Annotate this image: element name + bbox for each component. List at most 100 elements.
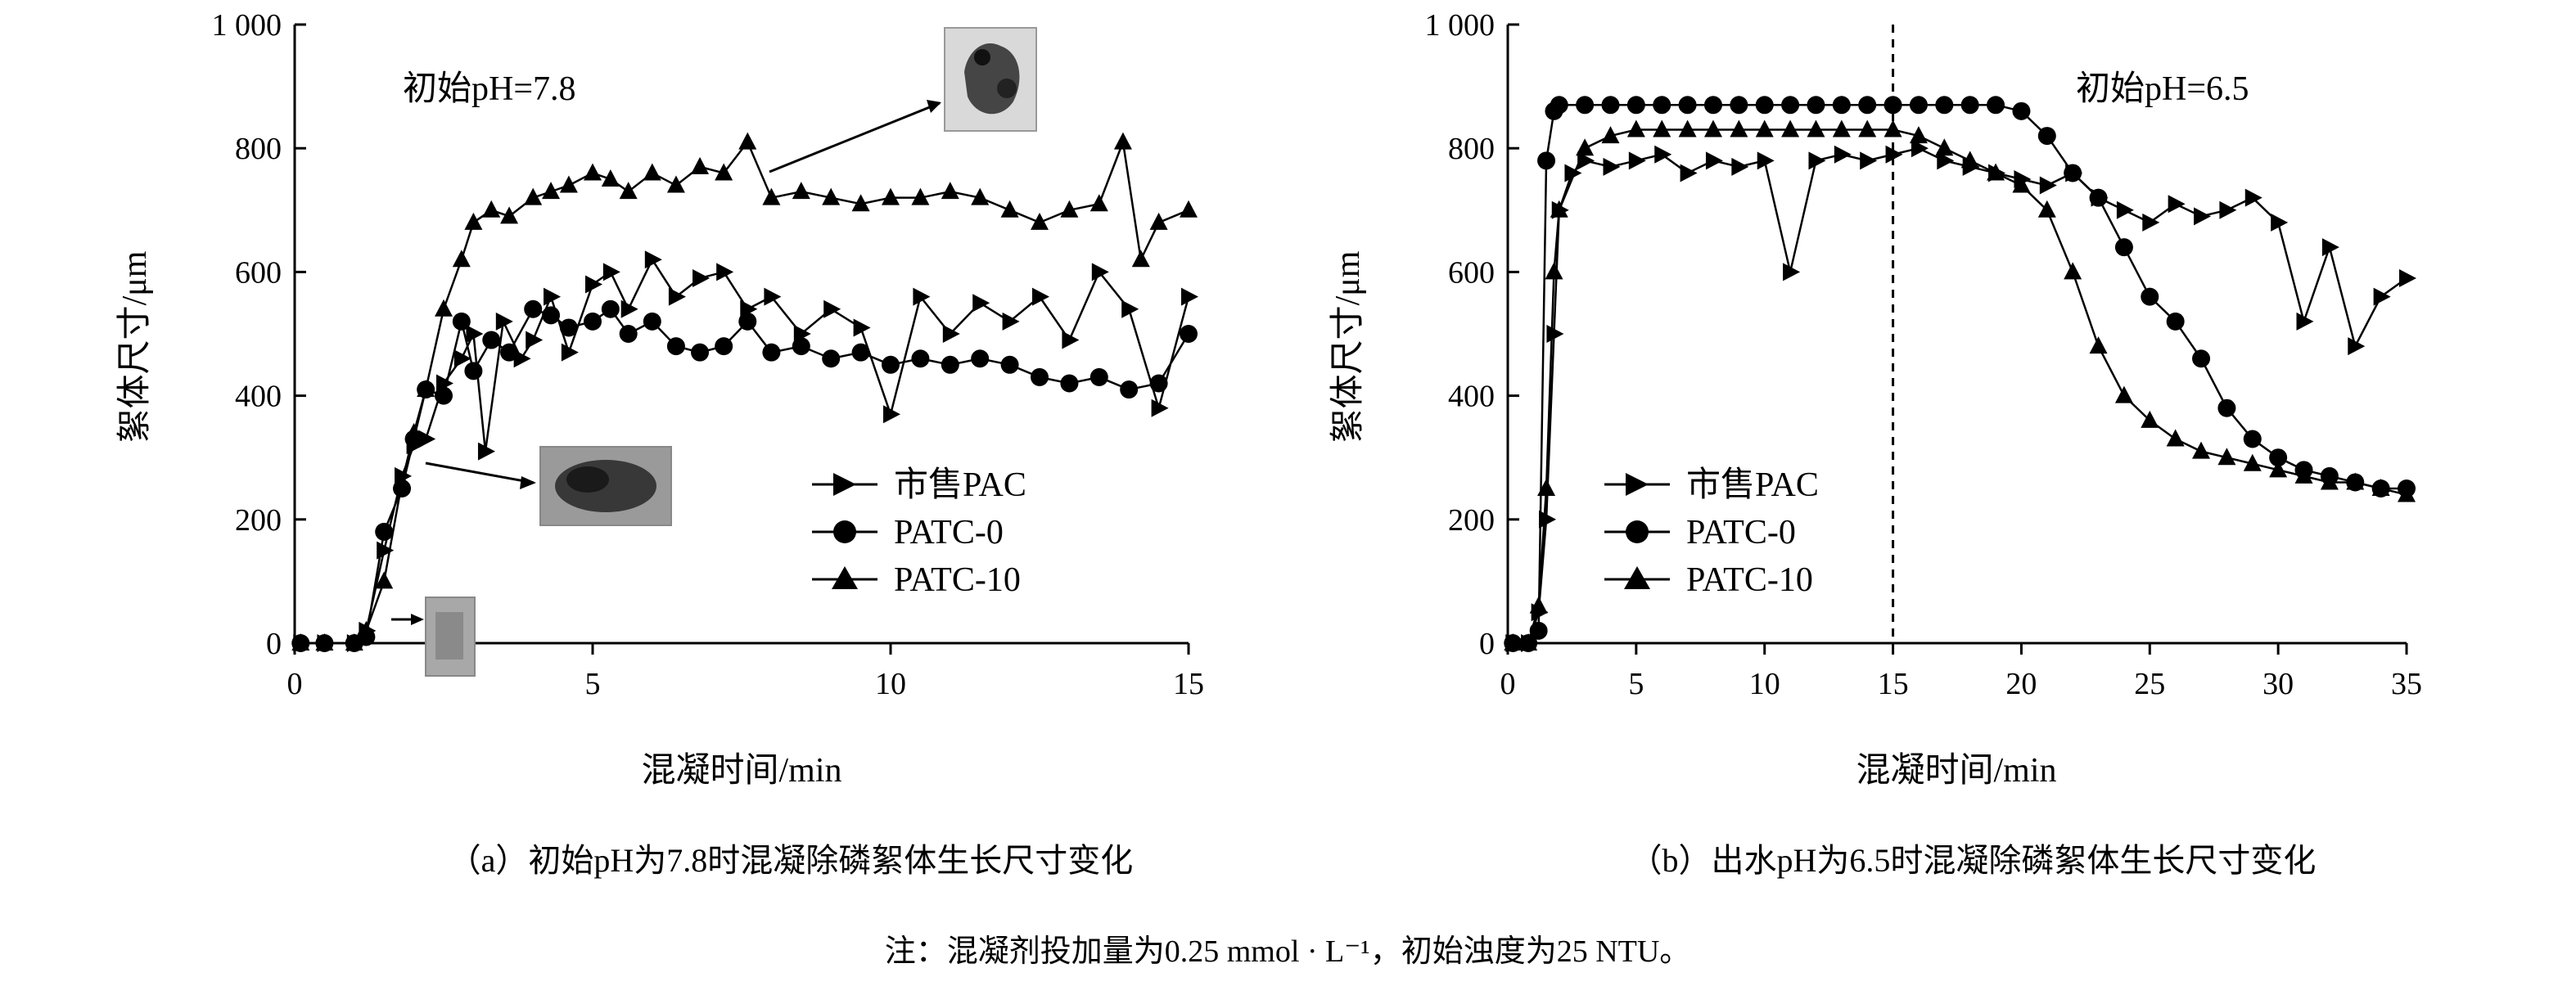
chart-a-point-patc0 bbox=[643, 312, 661, 331]
chart-b-point-patc0 bbox=[1576, 96, 1595, 115]
chart-b-caption: （b）出水pH为6.5时混凝除磷絮体生长尺寸变化 bbox=[1630, 842, 2317, 879]
chart-a-point-patc10 bbox=[542, 182, 561, 200]
chart-a-series-line-patc0 bbox=[300, 308, 1190, 645]
chart-a-point-patc10 bbox=[524, 187, 543, 205]
chart-a-y-axis-title: 絮体尺寸/μm bbox=[116, 250, 154, 443]
chart-b-point-patc0 bbox=[2269, 448, 2288, 467]
chart-a-point-patc0 bbox=[1031, 367, 1049, 386]
chart-b-point-patc10 bbox=[2217, 448, 2236, 466]
chart-a-point-pac bbox=[1032, 287, 1049, 306]
chart-a-point-patc0 bbox=[452, 312, 471, 331]
chart-b-point-patc0 bbox=[2089, 188, 2108, 207]
chart-b-point-patc10 bbox=[1626, 119, 1645, 137]
chart-a-y-tick-label: 800 bbox=[235, 132, 282, 166]
chart-b-x-axis-title: 混凝时间/min bbox=[1856, 752, 2056, 790]
chart-b-x-tick-label: 20 bbox=[2005, 667, 2037, 701]
chart-a-point-patc0 bbox=[1120, 380, 1139, 399]
chart-b-point-patc10 bbox=[1909, 126, 1928, 144]
chart-b-x-tick-label: 35 bbox=[2391, 667, 2422, 701]
chart-a-point-pac bbox=[942, 325, 960, 343]
chart-b-point-patc10 bbox=[2243, 453, 2262, 471]
chart-a-x-tick-label: 0 bbox=[287, 667, 303, 701]
chart-a-point-patc0 bbox=[500, 343, 519, 362]
chart-b-point-pac bbox=[1937, 151, 1955, 170]
chart-b-point-patc10 bbox=[1807, 119, 1825, 137]
chart-a-point-patc10 bbox=[715, 163, 733, 181]
chart-a-x-tick-label: 5 bbox=[585, 667, 601, 701]
chart-a-arrow-head-large bbox=[927, 100, 941, 113]
chart-b-legend-entry-patc10: PATC-10 bbox=[1604, 561, 1813, 599]
chart-b-point-patc10 bbox=[1678, 119, 1697, 137]
chart-a-point-pac bbox=[972, 294, 990, 313]
chart-a-floc-image-small bbox=[425, 597, 476, 677]
chart-a-point-patc0 bbox=[1180, 325, 1198, 343]
chart-a-point-patc10 bbox=[792, 182, 810, 200]
chart-b-point-patc0 bbox=[1653, 96, 1671, 115]
chart-b-point-patc10 bbox=[2012, 175, 2031, 193]
chart-a-point-patc10 bbox=[1113, 132, 1132, 150]
chart-b-x-tick-label: 10 bbox=[1749, 667, 1780, 701]
chart-b-point-patc0 bbox=[2037, 127, 2056, 146]
chart-b-point-pac bbox=[1628, 151, 1646, 170]
chart-a-point-pac bbox=[585, 275, 602, 294]
chart-b-point-pac bbox=[2321, 238, 2339, 257]
chart-a-point-patc0 bbox=[524, 299, 543, 318]
chart-a-point-pac bbox=[561, 343, 579, 362]
chart-b-point-patc0 bbox=[2141, 287, 2159, 306]
chart-b-point-pac bbox=[1757, 151, 1775, 170]
chart-a-point-patc10 bbox=[1131, 250, 1150, 268]
chart-b-point-pac bbox=[1911, 139, 1929, 158]
chart-a-legend-label-patc10: PATC-10 bbox=[894, 561, 1021, 599]
chart-b-point-pac bbox=[1783, 263, 1801, 281]
chart-b-point-patc10 bbox=[1884, 119, 1902, 137]
chart-a-point-patc10 bbox=[500, 206, 519, 224]
chart-a-point-pac bbox=[513, 349, 531, 368]
chart-b-point-patc0 bbox=[1626, 96, 1645, 115]
chart-b-point-patc10 bbox=[1987, 163, 2005, 181]
chart-a-point-pac bbox=[453, 349, 471, 368]
chart-b-point-patc10 bbox=[2294, 466, 2313, 484]
chart-a-point-patc0 bbox=[715, 337, 733, 356]
chart-b-point-patc0 bbox=[2114, 238, 2133, 257]
chart-b-point-pac bbox=[2116, 200, 2134, 219]
chart-b-point-pac bbox=[1808, 151, 1826, 170]
chart-a-floc-image-medium bbox=[539, 446, 672, 526]
chart-a-point-patc10 bbox=[357, 620, 376, 638]
chart-b-point-pac bbox=[2142, 213, 2160, 232]
chart-b-point-pac bbox=[2296, 312, 2314, 331]
chart-a-point-pac bbox=[1002, 312, 1020, 331]
chart-a-point-patc10 bbox=[1060, 200, 1079, 218]
chart-b-point-patc0 bbox=[1781, 96, 1800, 115]
chart-a-point-pac bbox=[764, 287, 782, 306]
chart-b-point-patc10 bbox=[2064, 262, 2082, 280]
chart-b-y-tick-label: 600 bbox=[1448, 255, 1495, 290]
chart-a-point-patc0 bbox=[822, 349, 841, 368]
chart-b-legend-entry-patc0: PATC-0 bbox=[1604, 514, 1796, 552]
chart-b-point-patc10 bbox=[2269, 460, 2288, 478]
chart-a-point-patc0 bbox=[882, 355, 900, 374]
chart-a-point-pac bbox=[668, 287, 686, 306]
chart-b-point-patc10 bbox=[1730, 119, 1748, 137]
chart-a-floc-image-large bbox=[944, 27, 1037, 132]
chart-a-point-patc0 bbox=[1060, 374, 1079, 393]
chart-a-point-patc0 bbox=[851, 343, 870, 362]
chart-b-point-pac bbox=[1680, 164, 1698, 182]
chart-a-point-pac bbox=[853, 318, 871, 337]
chart-a-point-patc0 bbox=[666, 337, 685, 356]
chart-a-point-patc0 bbox=[911, 349, 930, 368]
chart-a-point-pac bbox=[544, 287, 562, 306]
chart-a-point-patc0 bbox=[619, 325, 638, 343]
chart-a-point-patc0 bbox=[1089, 367, 1108, 386]
chart-a-point-pac bbox=[495, 312, 513, 331]
chart-b-point-patc10 bbox=[1755, 119, 1774, 137]
chart-b-point-patc10 bbox=[2166, 429, 2185, 447]
chart-b-point-pac bbox=[2194, 207, 2212, 226]
chart-a-point-patc10 bbox=[601, 169, 620, 187]
chart-b-x-tick-label: 0 bbox=[1500, 667, 1516, 701]
chart-b-point-patc0 bbox=[2166, 312, 2185, 331]
chart-a-point-pac bbox=[913, 287, 931, 306]
chart-b-legend-label-patc10: PATC-10 bbox=[1686, 561, 1813, 599]
chart-a-point-patc10 bbox=[584, 163, 602, 181]
chart-b-point-pac bbox=[2348, 337, 2366, 356]
chart-b-x-tick-label: 5 bbox=[1628, 667, 1644, 701]
